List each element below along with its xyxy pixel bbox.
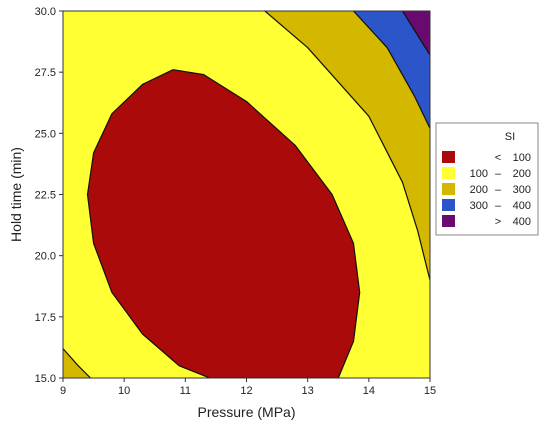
legend-lo: 100: [470, 168, 488, 180]
band-200-300: [264, 11, 430, 281]
legend-swatch: [442, 215, 455, 227]
contour-line-400: [401, 11, 430, 56]
x-tick-label: 10: [118, 385, 130, 397]
x-tick-label: 12: [240, 385, 252, 397]
legend-hi: 400: [513, 216, 531, 228]
legend-op: >: [495, 216, 501, 228]
contour-line-200: [264, 11, 430, 281]
x-tick-label: 11: [180, 385, 191, 397]
y-tick-label: 15.0: [35, 373, 56, 385]
y-tick-label: 22.5: [35, 190, 56, 202]
contour-line-300: [353, 11, 430, 129]
x-tick-label: 9: [60, 385, 66, 397]
legend-op: –: [495, 168, 502, 180]
y-tick-label: 20.0: [35, 251, 56, 263]
legend-swatch: [442, 183, 455, 195]
legend-hi: 300: [513, 184, 531, 196]
legend-swatch: [442, 151, 455, 163]
legend-op: –: [495, 184, 502, 196]
x-tick-label: 14: [363, 385, 375, 397]
legend-swatch: [442, 199, 455, 211]
legend-hi: 200: [513, 168, 531, 180]
x-tick-label: 15: [424, 385, 436, 397]
x-axis: 9 10 11 12 13 14 15: [60, 378, 436, 397]
legend-lo: 300: [470, 200, 488, 212]
x-axis-title: Pressure (MPa): [197, 404, 295, 420]
plot-area: [63, 11, 430, 378]
contour-line-200: [63, 348, 91, 378]
y-tick-label: 27.5: [35, 67, 56, 79]
band-200-300-corner: [63, 348, 91, 378]
legend-hi: 100: [513, 152, 531, 164]
legend-hi: 400: [513, 200, 531, 212]
legend-title: SI: [505, 131, 515, 143]
band-below-100: [87, 69, 360, 378]
legend-op: –: [495, 200, 502, 212]
x-tick-label: 13: [302, 385, 314, 397]
y-axis: 15.0 17.5 20.0 22.5 25.0 27.5 30.0: [35, 6, 63, 385]
band-300-400: [353, 11, 430, 129]
y-tick-label: 30.0: [35, 6, 56, 18]
y-tick-label: 25.0: [35, 128, 56, 140]
legend-lo: 200: [470, 184, 488, 196]
y-axis-title: Hold time (min): [8, 147, 24, 242]
contour-line-100: [86, 69, 361, 378]
legend-swatch: [442, 167, 455, 179]
legend-op: <: [495, 152, 501, 164]
y-tick-label: 17.5: [35, 312, 56, 324]
